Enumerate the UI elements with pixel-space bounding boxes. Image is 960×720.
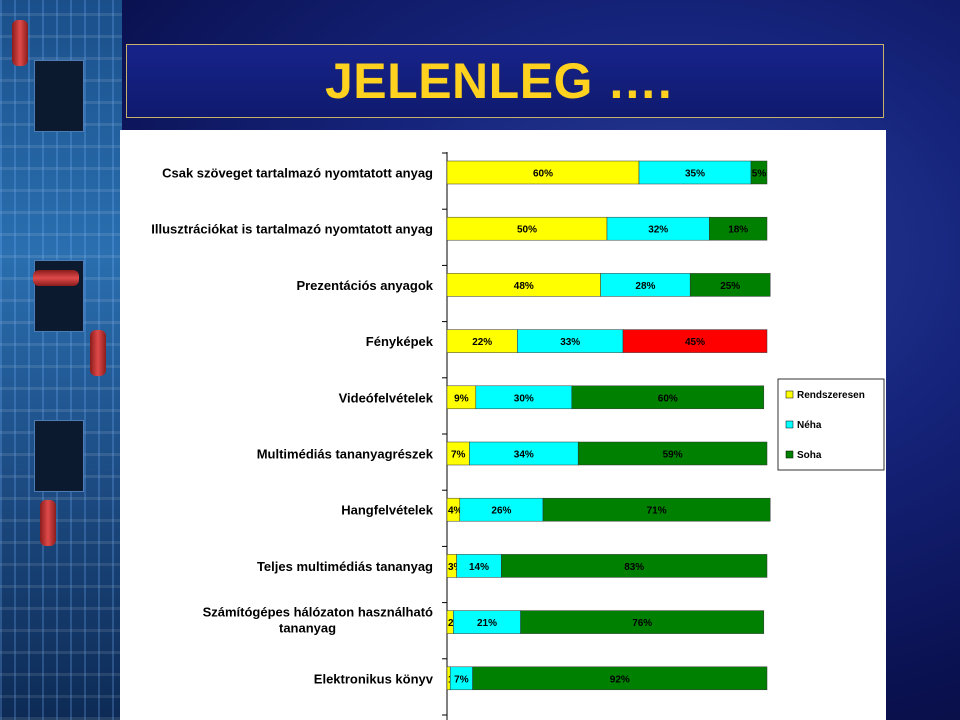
category-label: Videófelvételek bbox=[339, 390, 434, 405]
data-label: 60% bbox=[533, 169, 553, 180]
category-label: Csak szöveget tartalmazó nyomtatott anya… bbox=[162, 166, 433, 181]
data-label: 33% bbox=[560, 337, 580, 348]
slide-title: JELENLEG …. bbox=[325, 53, 673, 109]
data-label: 14% bbox=[469, 562, 489, 573]
data-label: 59% bbox=[663, 450, 683, 461]
data-label: 4% bbox=[448, 506, 463, 517]
data-label: 5% bbox=[752, 169, 767, 180]
data-label: 83% bbox=[624, 562, 644, 573]
data-label: 9% bbox=[454, 393, 469, 404]
bar-segment bbox=[501, 554, 768, 578]
bar-segment bbox=[542, 497, 771, 522]
capacitor-decoration bbox=[90, 330, 106, 376]
data-label: 71% bbox=[647, 506, 667, 517]
legend-label: Néha bbox=[797, 420, 822, 431]
chip-decoration bbox=[34, 420, 84, 492]
category-label: Teljes multimédiás tananyag bbox=[257, 559, 433, 574]
stacked-bar-chart: Csak szöveget tartalmazó nyomtatott anya… bbox=[151, 152, 885, 720]
capacitor-decoration bbox=[12, 20, 28, 66]
data-label: 21% bbox=[477, 618, 497, 629]
bar-segment bbox=[622, 329, 768, 353]
data-label: 76% bbox=[632, 618, 652, 629]
chip-decoration bbox=[34, 60, 84, 132]
legend-swatch bbox=[785, 450, 794, 459]
data-label: 30% bbox=[514, 393, 534, 404]
data-label: 34% bbox=[514, 450, 534, 461]
data-label: 25% bbox=[720, 281, 740, 292]
data-label: 3% bbox=[448, 562, 463, 573]
data-label: 48% bbox=[514, 281, 534, 292]
data-label: 7% bbox=[454, 674, 469, 685]
data-label: 26% bbox=[491, 506, 511, 517]
data-label: 22% bbox=[472, 337, 492, 348]
category-label: Prezentációs anyagok bbox=[296, 278, 433, 293]
legend-box bbox=[777, 378, 885, 471]
data-label: 35% bbox=[685, 169, 705, 180]
category-label: Fényképek bbox=[366, 334, 434, 349]
category-label: Multimédiás tananyagrészek bbox=[257, 447, 434, 462]
legend-swatch bbox=[785, 390, 794, 399]
data-label: 50% bbox=[517, 225, 537, 236]
capacitor-decoration bbox=[40, 500, 56, 546]
data-label: 60% bbox=[658, 393, 678, 404]
data-label: 7% bbox=[451, 450, 466, 461]
bar-segment bbox=[472, 666, 768, 691]
category-label: Illusztrációkat is tartalmazó nyomtatott… bbox=[151, 222, 433, 237]
data-label: 45% bbox=[685, 337, 705, 348]
legend-label: Soha bbox=[797, 450, 822, 461]
legend-swatch bbox=[785, 420, 794, 429]
circuit-board-image bbox=[0, 0, 122, 720]
legend-label: Rendszeresen bbox=[797, 390, 865, 401]
bar-segment bbox=[750, 160, 768, 185]
category-label: Hangfelvételek bbox=[341, 503, 434, 518]
bar-segment bbox=[520, 610, 765, 634]
data-label: 92% bbox=[610, 674, 630, 685]
chart-panel: Csak szöveget tartalmazó nyomtatott anya… bbox=[120, 130, 886, 720]
category-label: tananyag bbox=[279, 621, 336, 636]
bar-segment bbox=[689, 273, 771, 297]
capacitor-decoration bbox=[33, 270, 79, 286]
bar-segment bbox=[709, 216, 768, 241]
category-label: Számítógépes hálózaton használható bbox=[203, 605, 433, 620]
data-label: 28% bbox=[635, 281, 655, 292]
category-label: Elektronikus könyv bbox=[314, 671, 434, 686]
slide-title-box: JELENLEG …. bbox=[126, 44, 884, 118]
bar-segment bbox=[577, 441, 768, 466]
bar-segment bbox=[571, 385, 765, 410]
data-label: 18% bbox=[728, 225, 748, 236]
data-label: 32% bbox=[648, 225, 668, 236]
